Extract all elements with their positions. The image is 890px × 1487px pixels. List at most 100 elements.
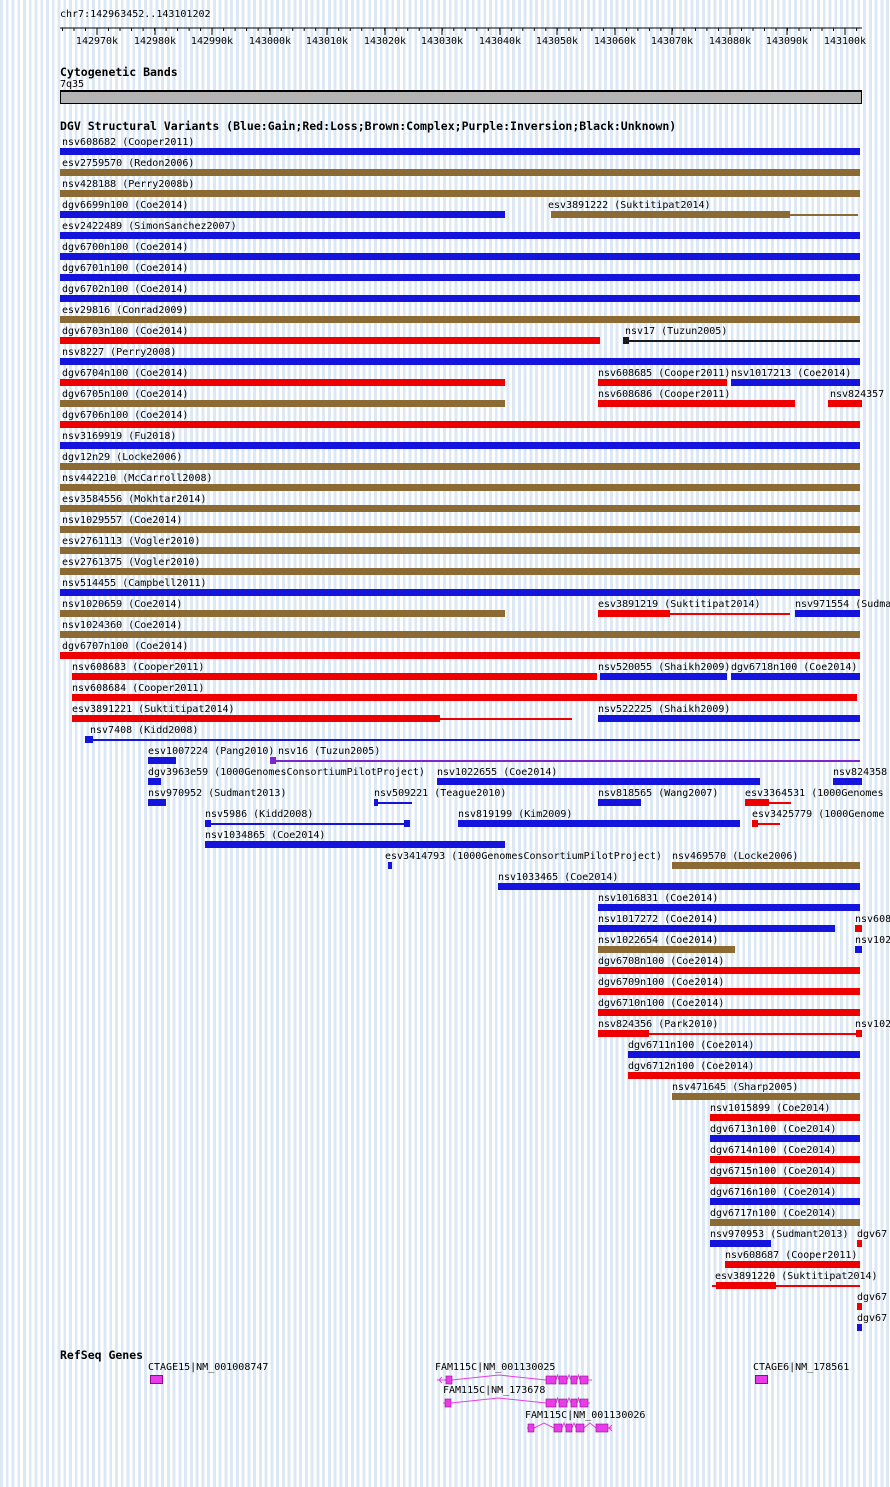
variant-bar[interactable]: [60, 505, 860, 512]
variant-bar[interactable]: [60, 484, 860, 491]
variant-bar[interactable]: [72, 673, 597, 680]
variant-bar[interactable]: [551, 211, 790, 218]
variant-label[interactable]: dgv6711n100 (Coe2014): [628, 1040, 755, 1051]
variant-line[interactable]: [769, 802, 791, 804]
variant-label[interactable]: nsv970953 (Sudmant2013): [710, 1229, 849, 1240]
variant-bar[interactable]: [60, 358, 860, 365]
variant-bar[interactable]: [205, 841, 505, 848]
variant-line[interactable]: [649, 1033, 860, 1035]
variant-bar[interactable]: [710, 1156, 860, 1163]
variant-bar[interactable]: [710, 1219, 860, 1226]
variant-bar[interactable]: [598, 400, 795, 407]
variant-line[interactable]: [758, 823, 780, 825]
variant-label[interactable]: nsv1017213 (Coe2014): [731, 368, 852, 379]
variant-line[interactable]: [440, 718, 572, 720]
variant-label[interactable]: dgv6703n100 (Coe2014): [62, 326, 189, 337]
variant-label[interactable]: dgv6702n100 (Coe2014): [62, 284, 189, 295]
variant-label[interactable]: esv3891221 (Suktitipat2014): [72, 704, 235, 715]
variant-label[interactable]: nsv1022654 (Coe2014): [598, 935, 719, 946]
variant-label[interactable]: nsv514455 (Campbell2011): [62, 578, 207, 589]
variant-bar[interactable]: [72, 694, 857, 701]
variant-bar[interactable]: [60, 274, 860, 281]
variant-bar[interactable]: [598, 799, 641, 806]
variant-bar[interactable]: [60, 652, 860, 659]
variant-label[interactable]: nsv824356 (Park2010): [598, 1019, 719, 1030]
variant-bar[interactable]: [60, 610, 505, 617]
variant-label[interactable]: nsv971554 (Sudma: [795, 599, 890, 610]
variant-label[interactable]: esv1007224 (Pang2010): [148, 746, 275, 757]
gene-label[interactable]: CTAGE6|NM_178561: [753, 1362, 850, 1373]
variant-bar[interactable]: [725, 1261, 860, 1268]
variant-bar[interactable]: [148, 778, 161, 785]
variant-bar[interactable]: [60, 442, 860, 449]
variant-label[interactable]: nsv608: [855, 914, 890, 925]
variant-label[interactable]: dgv6717n100 (Coe2014): [710, 1208, 837, 1219]
variant-bar[interactable]: [710, 1198, 860, 1205]
variant-label[interactable]: esv2761113 (Vogler2010): [62, 536, 201, 547]
variant-label[interactable]: dgv67: [857, 1292, 888, 1303]
variant-label[interactable]: dgv6699n100 (Coe2014): [62, 200, 189, 211]
variant-bar[interactable]: [795, 610, 860, 617]
variant-label[interactable]: dgv6701n100 (Coe2014): [62, 263, 189, 274]
variant-line[interactable]: [790, 214, 858, 216]
variant-box[interactable]: [388, 862, 392, 869]
gene-exon-box[interactable]: [150, 1375, 163, 1384]
variant-box[interactable]: [85, 736, 93, 743]
variant-label[interactable]: esv3891222 (Suktitipat2014): [548, 200, 711, 211]
variant-label[interactable]: dgv6704n100 (Coe2014): [62, 368, 189, 379]
variant-label[interactable]: nsv17 (Tuzun2005): [625, 326, 728, 337]
variant-label[interactable]: nsv5986 (Kidd2008): [205, 809, 314, 820]
variant-label[interactable]: dgv6700n100 (Coe2014): [62, 242, 189, 253]
variant-label[interactable]: dgv6718n100 (Coe2014): [731, 662, 858, 673]
variant-label[interactable]: nsv824357: [830, 389, 885, 400]
variant-bar[interactable]: [60, 379, 505, 386]
variant-label[interactable]: dgv6712n100 (Coe2014): [628, 1061, 755, 1072]
gene-label[interactable]: FAM115C|NM_001130025: [435, 1362, 556, 1373]
variant-label[interactable]: dgv6705n100 (Coe2014): [62, 389, 189, 400]
variant-label[interactable]: nsv608686 (Cooper2011): [598, 389, 731, 400]
variant-bar[interactable]: [710, 1240, 771, 1247]
variant-label[interactable]: nsv16 (Tuzun2005): [278, 746, 381, 757]
variant-bar[interactable]: [598, 1009, 860, 1016]
variant-label[interactable]: nsv509221 (Teague2010): [374, 788, 507, 799]
variant-label[interactable]: nsv428188 (Perry2008b): [62, 179, 195, 190]
variant-label[interactable]: esv3414793 (1000GenomesConsortiumPilotPr…: [385, 851, 662, 862]
variant-bar[interactable]: [598, 715, 860, 722]
variant-bar[interactable]: [855, 925, 862, 932]
variant-bar[interactable]: [598, 946, 735, 953]
variant-label[interactable]: nsv3169919 (Fu2018): [62, 431, 177, 442]
variant-bar[interactable]: [60, 568, 860, 575]
variant-label[interactable]: nsv1029557 (Coe2014): [62, 515, 183, 526]
variant-label[interactable]: nsv1034865 (Coe2014): [205, 830, 326, 841]
variant-label[interactable]: esv3891219 (Suktitipat2014): [598, 599, 761, 610]
variant-label[interactable]: esv3584556 (Mokhtar2014): [62, 494, 207, 505]
variant-bar[interactable]: [752, 820, 758, 827]
variant-label[interactable]: dgv67: [857, 1313, 888, 1324]
variant-bar[interactable]: [60, 190, 860, 197]
variant-bar[interactable]: [710, 1114, 860, 1121]
variant-line[interactable]: [270, 760, 860, 762]
variant-bar[interactable]: [857, 1324, 862, 1331]
variant-label[interactable]: nsv1017272 (Coe2014): [598, 914, 719, 925]
variant-bar[interactable]: [60, 421, 860, 428]
variant-line[interactable]: [712, 1285, 860, 1287]
variant-label[interactable]: nsv970952 (Sudmant2013): [148, 788, 287, 799]
variant-label[interactable]: nsv1024360 (Coe2014): [62, 620, 183, 631]
variant-label[interactable]: dgv6709n100 (Coe2014): [598, 977, 725, 988]
variant-label[interactable]: dgv3963e59 (1000GenomesConsortiumPilotPr…: [148, 767, 425, 778]
variant-bar[interactable]: [60, 316, 860, 323]
variant-label[interactable]: esv3891220 (Suktitipat2014): [715, 1271, 878, 1282]
variant-label[interactable]: nsv608684 (Cooper2011): [72, 683, 205, 694]
variant-bar[interactable]: [672, 1093, 860, 1100]
variant-bar[interactable]: [148, 799, 166, 806]
variant-line[interactable]: [374, 802, 412, 804]
variant-bar[interactable]: [672, 862, 860, 869]
variant-label[interactable]: nsv1020659 (Coe2014): [62, 599, 183, 610]
variant-bar[interactable]: [60, 547, 860, 554]
variant-label[interactable]: nsv1022655 (Coe2014): [437, 767, 558, 778]
variant-bar[interactable]: [72, 715, 440, 722]
variant-label[interactable]: dgv6710n100 (Coe2014): [598, 998, 725, 1009]
variant-bar[interactable]: [60, 253, 860, 260]
variant-bar[interactable]: [60, 337, 600, 344]
variant-box[interactable]: [270, 757, 276, 764]
